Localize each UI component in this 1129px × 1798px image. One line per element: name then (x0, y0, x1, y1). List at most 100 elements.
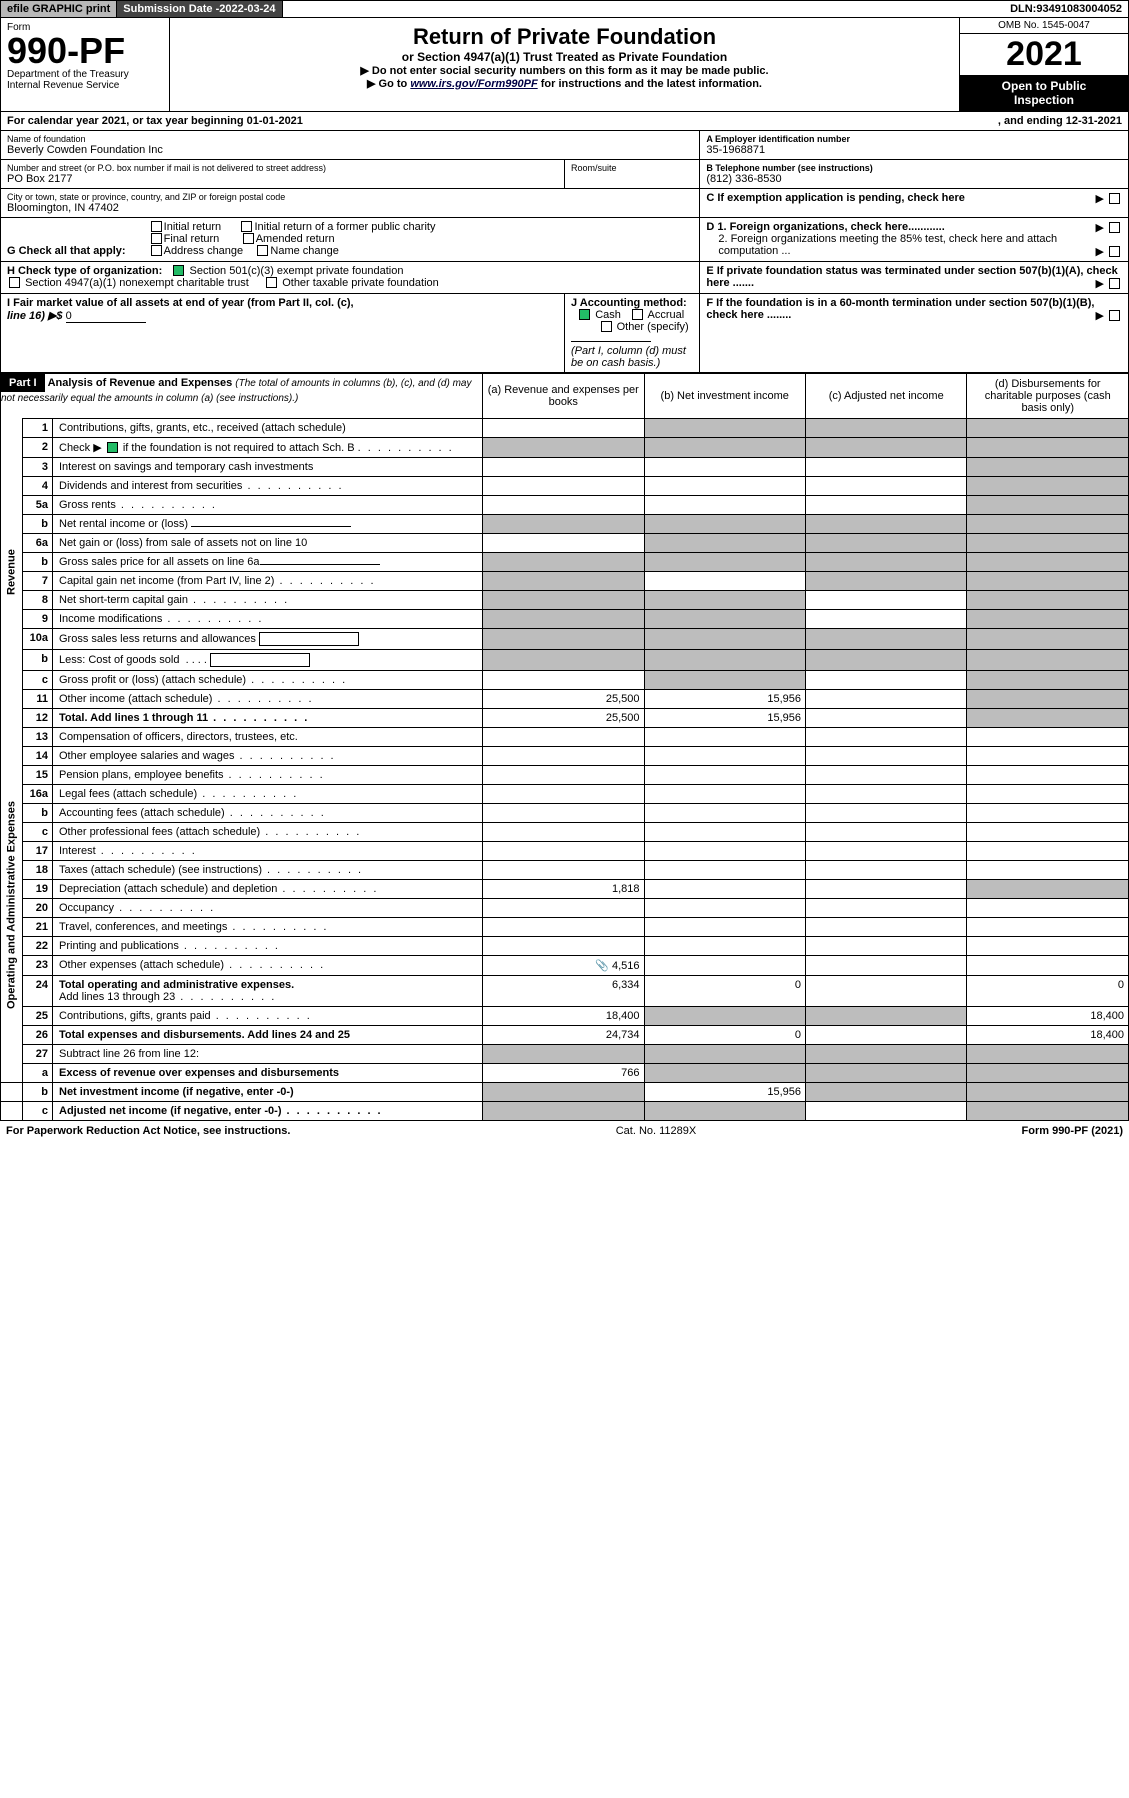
line-19-a: 1,818 (483, 879, 644, 898)
city-value: Bloomington, IN 47402 (7, 202, 693, 214)
line-27a-a: 766 (483, 1063, 644, 1082)
former-charity-checkbox[interactable] (241, 221, 252, 232)
terminated-checkbox[interactable] (1109, 278, 1120, 289)
line-21: Travel, conferences, and meetings (53, 917, 483, 936)
i-label: I Fair market value of all assets at end… (7, 297, 354, 309)
line-27a: Excess of revenue over expenses and disb… (53, 1063, 483, 1082)
address-change-checkbox[interactable] (151, 245, 162, 256)
line-2: Check ▶ if the foundation is not require… (53, 437, 483, 457)
cash-checkbox[interactable] (579, 309, 590, 320)
line-16c: Other professional fees (attach schedule… (53, 822, 483, 841)
name-change-checkbox[interactable] (257, 245, 268, 256)
line-9: Income modifications (53, 609, 483, 628)
ssn-warning: ▶ Do not enter social security numbers o… (180, 64, 949, 77)
name-label: Name of foundation (7, 134, 693, 144)
foreign-org-checkbox[interactable] (1109, 222, 1120, 233)
exemption-checkbox[interactable] (1109, 193, 1120, 204)
col-a-header: (a) Revenue and expenses per books (483, 373, 644, 418)
line-27b-b: 15,956 (644, 1082, 805, 1101)
line-14: Other employee salaries and wages (53, 746, 483, 765)
501c3-checkbox[interactable] (173, 265, 184, 276)
form-title: Return of Private Foundation (180, 24, 949, 50)
line-8: Net short-term capital gain (53, 590, 483, 609)
tax-year: 2021 (960, 34, 1128, 75)
line-6b: Gross sales price for all assets on line… (53, 552, 483, 571)
open-inspection: Open to Public Inspection (960, 75, 1128, 111)
submission-date: Submission Date - 2022-03-24 (117, 1, 282, 17)
h-opt1: Section 501(c)(3) exempt private foundat… (189, 265, 403, 277)
line-5b: Net rental income or (loss) (53, 514, 483, 533)
g-label: G Check all that apply: (7, 245, 126, 257)
line-17: Interest (53, 841, 483, 860)
4947-checkbox[interactable] (9, 277, 20, 288)
goto-link-line: ▶ Go to www.irs.gov/Form990PF for instru… (180, 77, 949, 90)
city-label: City or town, state or province, country… (7, 192, 693, 202)
dln: DLN: 93491083004052 (1004, 1, 1128, 17)
line-26-a: 24,734 (483, 1025, 644, 1044)
line-22: Printing and publications (53, 936, 483, 955)
schb-checkbox[interactable] (107, 442, 118, 453)
amended-return-checkbox[interactable] (243, 233, 254, 244)
d2-label: 2. Foreign organizations meeting the 85%… (718, 233, 1057, 257)
line-10b: Less: Cost of goods sold . . . . (53, 649, 483, 670)
line-11-a: 25,500 (483, 689, 644, 708)
entity-info: Name of foundation Beverly Cowden Founda… (0, 131, 1129, 373)
line-25: Contributions, gifts, grants paid (53, 1006, 483, 1025)
irs-link[interactable]: www.irs.gov/Form990PF (410, 78, 537, 90)
col-b-header: (b) Net investment income (644, 373, 805, 418)
room-label: Room/suite (571, 163, 693, 173)
paperwork-notice: For Paperwork Reduction Act Notice, see … (6, 1125, 290, 1137)
part1-label: Part I (1, 374, 45, 392)
line-5a: Gross rents (53, 495, 483, 514)
line-25-a: 18,400 (483, 1006, 644, 1025)
line-16a: Legal fees (attach schedule) (53, 784, 483, 803)
line-23-a: 📎 4,516 (483, 955, 644, 975)
line-15: Pension plans, employee benefits (53, 765, 483, 784)
form-header: Form 990-PF Department of the Treasury I… (0, 18, 1129, 112)
line-1: Contributions, gifts, grants, etc., rece… (53, 418, 483, 437)
col-d-header: (d) Disbursements for charitable purpose… (967, 373, 1129, 418)
top-bar: efile GRAPHIC print Submission Date - 20… (0, 0, 1129, 18)
line-12-b: 15,956 (644, 708, 805, 727)
department: Department of the Treasury Internal Reve… (7, 69, 163, 91)
line-25-d: 18,400 (967, 1006, 1129, 1025)
line-27c: Adjusted net income (if negative, enter … (53, 1101, 483, 1120)
h-opt3: Other taxable private foundation (282, 277, 439, 289)
foundation-name: Beverly Cowden Foundation Inc (7, 144, 693, 156)
accrual-checkbox[interactable] (632, 309, 643, 320)
f-label: F If the foundation is in a 60-month ter… (706, 297, 1094, 321)
address-value: PO Box 2177 (7, 173, 558, 185)
line-4: Dividends and interest from securities (53, 476, 483, 495)
calendar-year-line: For calendar year 2021, or tax year begi… (0, 112, 1129, 131)
form-subtitle: or Section 4947(a)(1) Trust Treated as P… (180, 50, 949, 64)
line-23: Other expenses (attach schedule) (53, 955, 483, 975)
exemption-pending-label: C If exemption application is pending, c… (706, 192, 965, 204)
line-26: Total expenses and disbursements. Add li… (53, 1025, 483, 1044)
initial-return-checkbox[interactable] (151, 221, 162, 232)
line-20: Occupancy (53, 898, 483, 917)
foreign-85-checkbox[interactable] (1109, 246, 1120, 257)
final-return-checkbox[interactable] (151, 233, 162, 244)
line-26-d: 18,400 (967, 1025, 1129, 1044)
line-12-a: 25,500 (483, 708, 644, 727)
j-label: J Accounting method: (571, 297, 687, 309)
line-24-a: 6,334 (483, 975, 644, 1006)
address-label: Number and street (or P.O. box number if… (7, 163, 558, 173)
line-7: Capital gain net income (from Part IV, l… (53, 571, 483, 590)
line-16b: Accounting fees (attach schedule) (53, 803, 483, 822)
other-taxable-checkbox[interactable] (266, 277, 277, 288)
line-18: Taxes (attach schedule) (see instruction… (53, 860, 483, 879)
efile-print-button[interactable]: efile GRAPHIC print (1, 1, 117, 17)
other-method-checkbox[interactable] (601, 321, 612, 332)
60month-checkbox[interactable] (1109, 310, 1120, 321)
attachment-icon[interactable]: 📎 (595, 960, 609, 972)
part1-title: Analysis of Revenue and Expenses (48, 377, 233, 389)
line-12: Total. Add lines 1 through 11 (53, 708, 483, 727)
catalog-number: Cat. No. 11289X (616, 1125, 697, 1137)
omb-number: OMB No. 1545-0047 (960, 18, 1128, 34)
ein-value: 35-1968871 (706, 144, 1122, 156)
line-11: Other income (attach schedule) (53, 689, 483, 708)
line-11-b: 15,956 (644, 689, 805, 708)
line-24-d: 0 (967, 975, 1129, 1006)
line-10c: Gross profit or (loss) (attach schedule) (53, 670, 483, 689)
